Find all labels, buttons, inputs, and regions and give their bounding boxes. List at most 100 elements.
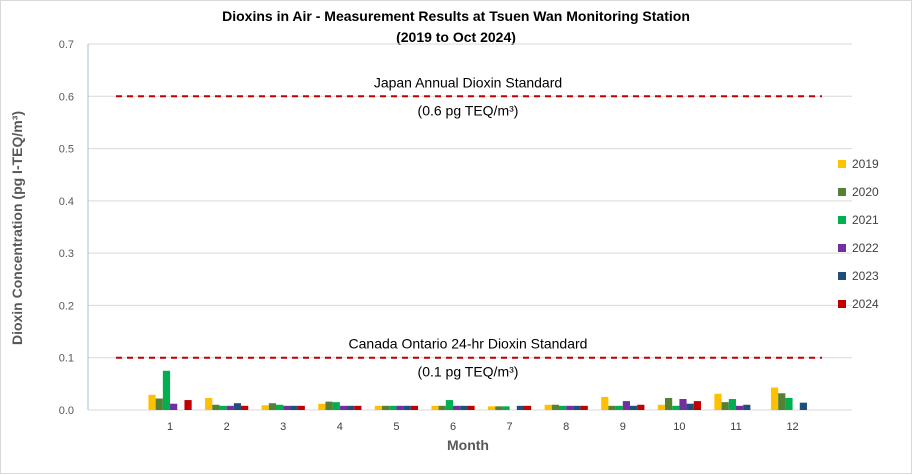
bar — [488, 406, 496, 410]
bar — [664, 397, 673, 410]
x-tick-label: 10 — [673, 421, 685, 433]
bar — [438, 405, 446, 410]
bar — [283, 405, 291, 410]
reference-line-sublabel: (0.6 pg TEQ/m³) — [418, 102, 519, 118]
x-tick-label: 2 — [224, 421, 230, 433]
bar — [502, 406, 510, 410]
bar — [580, 405, 588, 410]
bar — [721, 402, 729, 410]
bar — [728, 399, 736, 410]
legend-label: 2020 — [852, 185, 879, 199]
bar — [170, 403, 178, 410]
bar — [778, 393, 786, 410]
bar — [495, 406, 503, 410]
bar — [241, 405, 249, 410]
bar — [148, 394, 156, 410]
bar — [608, 405, 616, 410]
legend-label: 2022 — [852, 241, 879, 255]
bar — [325, 401, 333, 410]
y-tick-label: 0.7 — [59, 39, 74, 51]
bar — [799, 402, 807, 410]
bar — [205, 397, 213, 410]
bar — [347, 405, 355, 410]
bar — [551, 404, 560, 410]
bar — [672, 405, 680, 410]
x-tick-label: 12 — [786, 421, 798, 433]
legend-item: 2019 — [838, 150, 879, 178]
bar — [630, 405, 638, 410]
y-tick-label: 0.6 — [59, 91, 74, 103]
legend-swatch — [838, 160, 846, 168]
bar — [290, 405, 298, 410]
legend-swatch — [838, 216, 846, 224]
chart-title: Dioxins in Air - Measurement Results at … — [222, 8, 690, 24]
legend-item: 2020 — [838, 178, 879, 206]
bar — [615, 405, 623, 410]
legend-swatch — [838, 272, 846, 280]
reference-line-label: Canada Ontario 24-hr Dioxin Standard — [349, 336, 588, 352]
bar — [637, 404, 645, 410]
bar — [219, 405, 227, 410]
bar — [601, 396, 609, 410]
bar — [184, 400, 192, 410]
y-tick-label: 0.0 — [59, 405, 74, 417]
bar — [453, 405, 461, 410]
y-tick-label: 0.5 — [59, 144, 74, 156]
x-tick-label: 8 — [563, 421, 569, 433]
bar — [735, 405, 744, 410]
bar — [410, 405, 419, 410]
x-tick-label: 3 — [280, 421, 286, 433]
bar — [467, 405, 475, 410]
bar — [389, 405, 397, 410]
bar — [226, 405, 234, 410]
bar — [686, 403, 694, 410]
y-tick-label: 0.3 — [59, 248, 74, 260]
chart-subtitle: (2019 to Oct 2024) — [396, 29, 516, 45]
bar — [657, 404, 665, 410]
legend-label: 2023 — [852, 269, 879, 283]
bar — [566, 405, 574, 410]
bar — [516, 405, 525, 410]
bar — [544, 404, 552, 410]
x-tick-label: 11 — [730, 421, 741, 433]
reference-line-sublabel: (0.1 pg TEQ/m³) — [418, 364, 519, 380]
bar — [261, 405, 269, 410]
legend-label: 2024 — [852, 297, 879, 311]
bar — [559, 405, 567, 410]
legend-swatch — [838, 300, 846, 308]
bar — [268, 403, 277, 410]
bar — [622, 401, 630, 410]
x-tick-label: 9 — [620, 421, 626, 433]
bar — [431, 405, 439, 410]
bar — [679, 399, 687, 410]
bar — [396, 405, 404, 410]
legend-item: 2023 — [838, 262, 879, 290]
bar — [155, 398, 163, 410]
y-tick-label: 0.1 — [59, 353, 74, 365]
legend-label: 2019 — [852, 157, 879, 171]
legend-item: 2021 — [838, 206, 879, 234]
bar — [785, 397, 793, 410]
bar — [403, 405, 411, 410]
bar — [693, 401, 701, 410]
bar — [445, 400, 454, 410]
bar — [770, 387, 779, 410]
bar — [332, 402, 340, 410]
bar — [297, 405, 305, 410]
bar — [318, 403, 326, 410]
reference-line-label: Japan Annual Dioxin Standard — [374, 74, 562, 90]
bar — [162, 370, 171, 410]
bar — [374, 405, 383, 410]
bar — [276, 404, 284, 410]
bar — [233, 403, 242, 410]
bar — [354, 405, 362, 410]
x-axis-title: Month — [447, 437, 489, 453]
x-tick-label: 6 — [450, 421, 456, 433]
bar — [460, 405, 468, 410]
bar — [212, 404, 220, 410]
bar — [714, 393, 722, 410]
x-tick-label: 7 — [507, 421, 513, 433]
bar — [743, 404, 751, 410]
y-axis-title: Dioxin Concentration (pg I-TEQ/m³) — [9, 111, 25, 345]
